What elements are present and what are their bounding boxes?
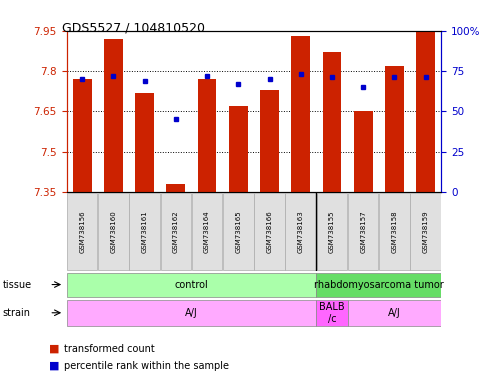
Bar [385, 66, 404, 192]
Bar [291, 36, 310, 192]
FancyBboxPatch shape [98, 193, 129, 270]
Text: GSM738162: GSM738162 [173, 210, 179, 253]
Text: strain: strain [2, 308, 31, 318]
Text: GSM738161: GSM738161 [141, 210, 147, 253]
FancyBboxPatch shape [317, 193, 347, 270]
Text: GSM738165: GSM738165 [235, 210, 241, 253]
FancyBboxPatch shape [348, 193, 379, 270]
FancyBboxPatch shape [254, 193, 285, 270]
FancyBboxPatch shape [161, 193, 191, 270]
Text: control: control [175, 280, 209, 290]
Bar [73, 79, 92, 192]
Text: GDS5527 / 104810520: GDS5527 / 104810520 [62, 21, 205, 34]
Text: ■: ■ [49, 361, 60, 371]
Text: GSM738158: GSM738158 [391, 210, 397, 253]
FancyBboxPatch shape [192, 193, 222, 270]
Bar [354, 111, 373, 192]
Bar [198, 79, 216, 192]
Text: percentile rank within the sample: percentile rank within the sample [64, 361, 229, 371]
Text: GSM738160: GSM738160 [110, 210, 116, 253]
Bar [104, 39, 123, 192]
Text: GSM738163: GSM738163 [298, 210, 304, 253]
Bar [167, 184, 185, 192]
Text: A/J: A/J [185, 308, 198, 318]
FancyBboxPatch shape [129, 193, 160, 270]
Text: rhabdomyosarcoma tumor: rhabdomyosarcoma tumor [314, 280, 444, 290]
Bar [229, 106, 247, 192]
FancyBboxPatch shape [285, 193, 316, 270]
Text: A/J: A/J [388, 308, 401, 318]
Text: ■: ■ [49, 344, 60, 354]
Text: GSM738157: GSM738157 [360, 210, 366, 253]
FancyBboxPatch shape [223, 193, 253, 270]
FancyBboxPatch shape [67, 300, 317, 326]
Bar [416, 31, 435, 192]
Bar [260, 90, 279, 192]
FancyBboxPatch shape [67, 193, 98, 270]
Bar [322, 52, 341, 192]
Text: GSM738159: GSM738159 [423, 210, 428, 253]
FancyBboxPatch shape [348, 300, 441, 326]
FancyBboxPatch shape [67, 273, 317, 296]
FancyBboxPatch shape [317, 273, 441, 296]
Text: BALB
/c: BALB /c [319, 302, 345, 324]
Bar [135, 93, 154, 192]
Text: GSM738164: GSM738164 [204, 210, 210, 253]
Text: GSM738166: GSM738166 [267, 210, 273, 253]
FancyBboxPatch shape [410, 193, 441, 270]
Text: GSM738155: GSM738155 [329, 210, 335, 253]
Text: GSM738156: GSM738156 [79, 210, 85, 253]
Text: tissue: tissue [2, 280, 32, 290]
Text: transformed count: transformed count [64, 344, 155, 354]
FancyBboxPatch shape [379, 193, 410, 270]
FancyBboxPatch shape [317, 300, 348, 326]
